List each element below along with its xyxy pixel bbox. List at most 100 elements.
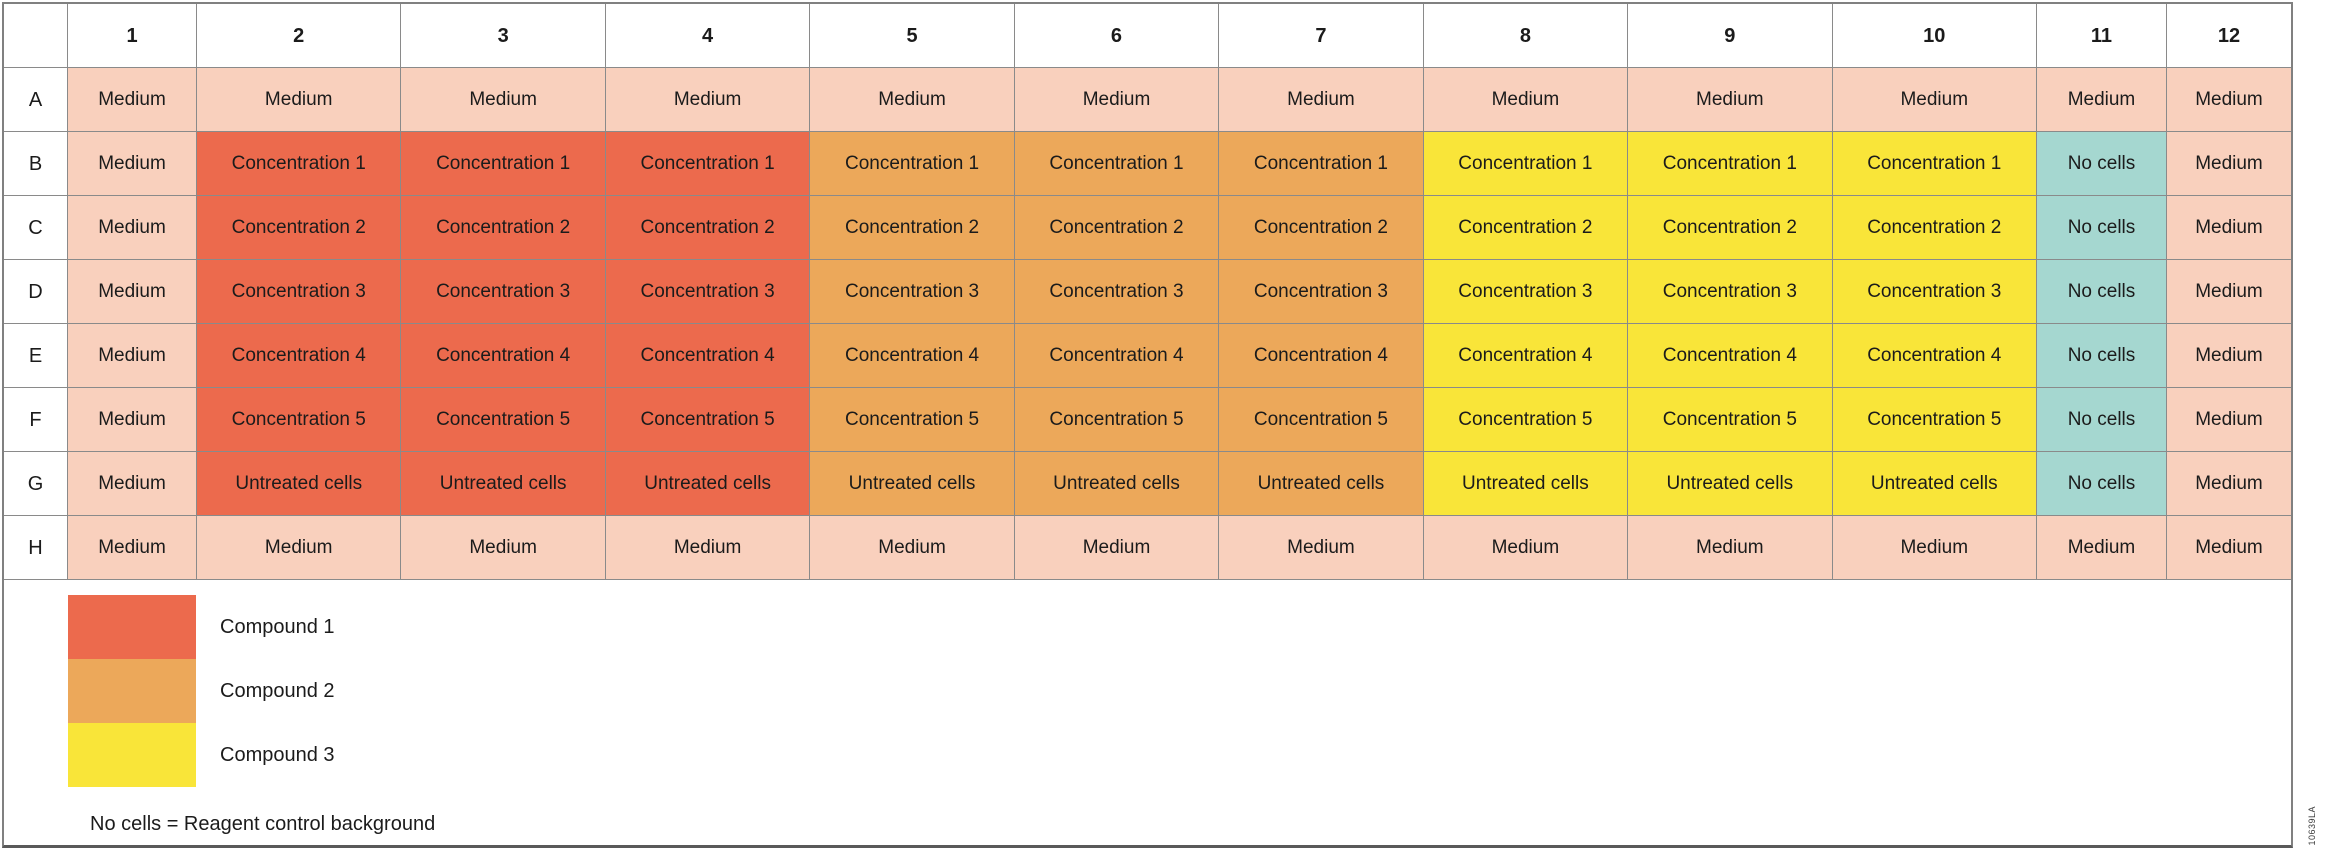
well-D6: Concentration 3 bbox=[1014, 260, 1220, 324]
row-header-H: H bbox=[4, 516, 68, 580]
well-H7: Medium bbox=[1219, 516, 1424, 580]
well-B1: Medium bbox=[68, 132, 197, 196]
well-D10: Concentration 3 bbox=[1832, 260, 2037, 324]
well-E4: Concentration 4 bbox=[605, 324, 811, 388]
well-G10: Untreated cells bbox=[1832, 452, 2037, 516]
well-B7: Concentration 1 bbox=[1219, 132, 1424, 196]
column-header-10: 10 bbox=[1832, 4, 2037, 68]
legend-item: Compound 3 bbox=[68, 723, 2291, 787]
legend-label: Compound 2 bbox=[220, 679, 335, 702]
well-F7: Concentration 5 bbox=[1219, 388, 1424, 452]
legend: Compound 1 Compound 2 Compound 3 bbox=[68, 595, 2291, 787]
well-H3: Medium bbox=[401, 516, 606, 580]
well-B12: Medium bbox=[2166, 132, 2291, 196]
legend-label: Compound 3 bbox=[220, 743, 335, 766]
well-G6: Untreated cells bbox=[1014, 452, 1220, 516]
legend-swatch-compound2 bbox=[68, 659, 196, 723]
well-A9: Medium bbox=[1628, 68, 1833, 132]
well-D4: Concentration 3 bbox=[605, 260, 811, 324]
well-C11: No cells bbox=[2036, 196, 2167, 260]
well-A11: Medium bbox=[2036, 68, 2167, 132]
well-A12: Medium bbox=[2166, 68, 2291, 132]
row-header-E: E bbox=[4, 324, 68, 388]
legend-item: Compound 2 bbox=[68, 659, 2291, 723]
well-B9: Concentration 1 bbox=[1628, 132, 1833, 196]
row-header-A: A bbox=[4, 68, 68, 132]
well-F12: Medium bbox=[2166, 388, 2291, 452]
well-B4: Concentration 1 bbox=[605, 132, 811, 196]
well-E3: Concentration 4 bbox=[401, 324, 606, 388]
well-C5: Concentration 2 bbox=[810, 196, 1015, 260]
well-C1: Medium bbox=[68, 196, 197, 260]
well-G9: Untreated cells bbox=[1628, 452, 1833, 516]
well-E2: Concentration 4 bbox=[197, 324, 402, 388]
column-header-12: 12 bbox=[2166, 4, 2291, 68]
well-D8: Concentration 3 bbox=[1423, 260, 1629, 324]
row-header-C: C bbox=[4, 196, 68, 260]
well-D9: Concentration 3 bbox=[1628, 260, 1833, 324]
well-B5: Concentration 1 bbox=[810, 132, 1015, 196]
well-A6: Medium bbox=[1014, 68, 1220, 132]
well-G2: Untreated cells bbox=[197, 452, 402, 516]
column-header-5: 5 bbox=[810, 4, 1015, 68]
well-C10: Concentration 2 bbox=[1832, 196, 2037, 260]
well-D3: Concentration 3 bbox=[401, 260, 606, 324]
column-header-2: 2 bbox=[197, 4, 402, 68]
legend-swatch-compound1 bbox=[68, 595, 196, 659]
row-header-D: D bbox=[4, 260, 68, 324]
corner-cell bbox=[4, 4, 68, 68]
well-H9: Medium bbox=[1628, 516, 1833, 580]
well-B3: Concentration 1 bbox=[401, 132, 606, 196]
figure-code: 10639LA bbox=[2307, 806, 2317, 846]
well-G8: Untreated cells bbox=[1423, 452, 1629, 516]
row-header-F: F bbox=[4, 388, 68, 452]
well-C7: Concentration 2 bbox=[1219, 196, 1424, 260]
well-D1: Medium bbox=[68, 260, 197, 324]
plate-map-figure: 1 2 3 4 5 6 7 8 9 10 11 12 A Medium Medium Medium Medium… bbox=[2, 2, 2293, 848]
well-G7: Untreated cells bbox=[1219, 452, 1424, 516]
column-header-7: 7 bbox=[1219, 4, 1424, 68]
well-B8: Concentration 1 bbox=[1423, 132, 1629, 196]
well-H6: Medium bbox=[1014, 516, 1220, 580]
no-cells-note: No cells = Reagent control background bbox=[90, 813, 436, 835]
legend-label: Compound 1 bbox=[220, 615, 335, 638]
well-A4: Medium bbox=[605, 68, 811, 132]
well-F9: Concentration 5 bbox=[1628, 388, 1833, 452]
well-C2: Concentration 2 bbox=[197, 196, 402, 260]
column-header-4: 4 bbox=[605, 4, 811, 68]
well-F8: Concentration 5 bbox=[1423, 388, 1629, 452]
legend-swatch-compound3 bbox=[68, 723, 196, 787]
legend-item: Compound 1 bbox=[68, 595, 2291, 659]
well-E9: Concentration 4 bbox=[1628, 324, 1833, 388]
well-F4: Concentration 5 bbox=[605, 388, 811, 452]
well-A8: Medium bbox=[1423, 68, 1629, 132]
well-B11: No cells bbox=[2036, 132, 2167, 196]
well-H2: Medium bbox=[197, 516, 402, 580]
well-G1: Medium bbox=[68, 452, 197, 516]
well-G4: Untreated cells bbox=[605, 452, 811, 516]
well-E10: Concentration 4 bbox=[1832, 324, 2037, 388]
well-A1: Medium bbox=[68, 68, 197, 132]
column-header-11: 11 bbox=[2036, 4, 2167, 68]
well-G3: Untreated cells bbox=[401, 452, 606, 516]
well-B6: Concentration 1 bbox=[1014, 132, 1220, 196]
well-H12: Medium bbox=[2166, 516, 2291, 580]
well-C9: Concentration 2 bbox=[1628, 196, 1833, 260]
well-A7: Medium bbox=[1219, 68, 1424, 132]
well-A3: Medium bbox=[401, 68, 606, 132]
row-header-G: G bbox=[4, 452, 68, 516]
well-A10: Medium bbox=[1832, 68, 2037, 132]
well-D7: Concentration 3 bbox=[1219, 260, 1424, 324]
well-C12: Medium bbox=[2166, 196, 2291, 260]
well-H4: Medium bbox=[605, 516, 811, 580]
well-F11: No cells bbox=[2036, 388, 2167, 452]
well-A2: Medium bbox=[197, 68, 402, 132]
well-H10: Medium bbox=[1832, 516, 2037, 580]
well-F1: Medium bbox=[68, 388, 197, 452]
column-header-6: 6 bbox=[1014, 4, 1220, 68]
well-B2: Concentration 1 bbox=[197, 132, 402, 196]
column-header-3: 3 bbox=[401, 4, 606, 68]
well-H5: Medium bbox=[810, 516, 1015, 580]
row-header-B: B bbox=[4, 132, 68, 196]
well-E8: Concentration 4 bbox=[1423, 324, 1629, 388]
